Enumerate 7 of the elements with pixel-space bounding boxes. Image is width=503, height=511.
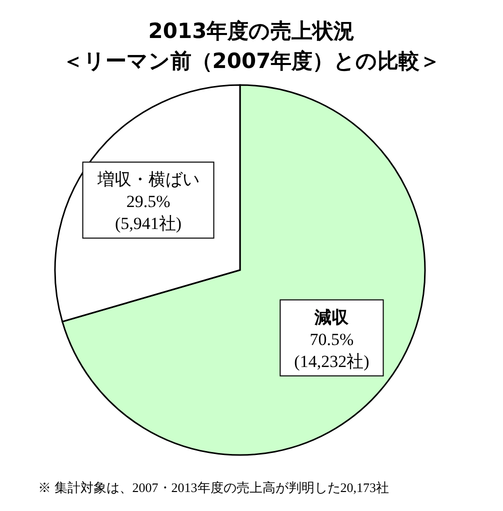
text: ※ 集計対象は、2007・2013年度の売上高が判明した20,173社 (38, 480, 389, 495)
data-label: 70.5% (14,232社) (294, 330, 370, 371)
slice-label: 減収 (314, 308, 350, 327)
chart-title: 2013年度の売上状況 (148, 19, 355, 43)
slice-label: 増収・横ばい (96, 170, 200, 190)
data-label: 29.5% (5,941社) (114, 192, 182, 234)
chart-subtitle: ＜リーマン前（2007年度）との比較＞ (62, 49, 441, 73)
